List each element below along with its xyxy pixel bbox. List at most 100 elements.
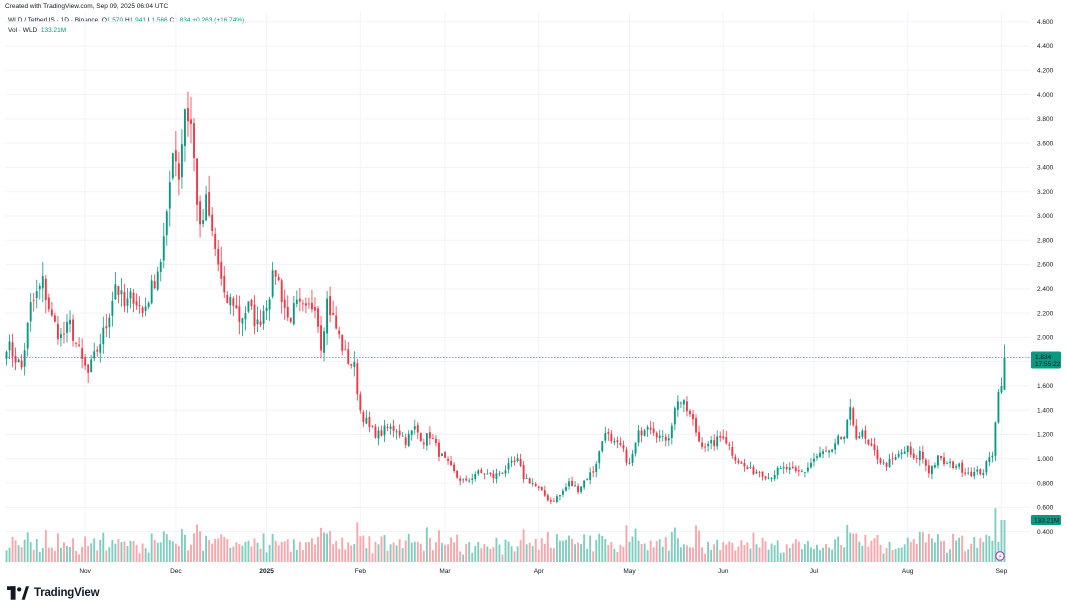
volume-bar (843, 547, 846, 562)
candle-body (743, 463, 746, 467)
candle-body (583, 480, 586, 488)
candle-body (710, 440, 713, 444)
volume-bar (734, 550, 737, 562)
volume-bar (78, 554, 81, 562)
volume-bar (743, 545, 746, 562)
candle-body (964, 472, 967, 474)
volume-bar (410, 542, 413, 562)
time-axis[interactable]: Nov Dec 2025 Feb Mar Apr May Jun Jul Aug Sep (79, 568, 1007, 575)
volume-bar (383, 535, 386, 562)
candle-body (1003, 357, 1006, 390)
candle-body (746, 467, 749, 470)
candle-body (631, 453, 634, 463)
candle-body (540, 487, 543, 491)
candle-body (190, 119, 192, 124)
volume-bar (395, 545, 398, 562)
time-tick-label: Apr (534, 568, 545, 575)
volume-bar (17, 545, 20, 562)
candle-body (96, 349, 99, 352)
time-tick-label: Nov (79, 568, 91, 575)
volume-bar (501, 554, 504, 562)
volume-bar (770, 543, 773, 562)
candle-body (307, 303, 310, 305)
time-tick-label: Jun (718, 568, 729, 575)
volume-bar (552, 548, 555, 562)
volume-bar (864, 534, 867, 562)
candle-body (900, 452, 903, 455)
volume-bar (259, 548, 262, 562)
volume-bar (380, 536, 383, 562)
volume-bar (810, 547, 812, 562)
candle-body (199, 201, 201, 225)
volume-bar (749, 548, 752, 562)
candle-body (840, 436, 843, 440)
candle-body (667, 438, 670, 441)
candle-body (979, 469, 982, 475)
volume-bar (66, 545, 68, 562)
volume-bar (250, 546, 253, 562)
candle-body (196, 158, 198, 205)
candle-body (413, 426, 416, 430)
candle-body (958, 463, 961, 467)
candle-body (994, 422, 997, 456)
volume-bar (562, 540, 564, 562)
volume-bar (664, 537, 667, 562)
candle-body (946, 463, 948, 465)
volume-bar (837, 536, 840, 562)
candle-body (374, 426, 377, 438)
candle-body (283, 299, 286, 308)
volume-bar (374, 541, 377, 562)
volume-bar (940, 541, 942, 562)
candle-body (534, 484, 537, 486)
volume-bar (834, 539, 837, 562)
volume-bar (368, 536, 371, 562)
volume-bar (483, 544, 486, 562)
price-axis[interactable]: 4.600 4.400 4.200 4.000 3.800 3.600 3.400 3.200… (1037, 19, 1054, 536)
volume-bar (870, 540, 873, 562)
candle-body (918, 451, 921, 461)
candle-body (661, 436, 664, 438)
volume-bar (344, 549, 347, 562)
last-price-value: 1.834 (1035, 354, 1052, 361)
volume-bar (286, 539, 289, 562)
volume-bar (637, 540, 640, 562)
candle-body (982, 473, 985, 475)
price-tick-label: 2.800 (1037, 237, 1054, 244)
volume-bar (722, 541, 725, 562)
volume-bar (528, 542, 531, 562)
candle-body (271, 270, 274, 297)
volume-bar (598, 533, 601, 562)
volume-bar (510, 546, 513, 562)
volume-bar (180, 529, 183, 562)
volume-bar (238, 544, 241, 562)
volume-bar (317, 536, 319, 562)
volume-bar (174, 543, 177, 562)
volume-bar (852, 533, 855, 562)
candle-body (701, 442, 704, 447)
candle-body (825, 450, 827, 452)
price-tick-label: 3.400 (1037, 165, 1054, 172)
candle-body (625, 449, 628, 463)
volume-bar (295, 549, 298, 562)
candle-body (250, 300, 253, 307)
volume-bar (53, 551, 56, 562)
volume-bar (14, 540, 17, 562)
candle-body (686, 401, 688, 412)
volume-bar (628, 541, 631, 562)
candle-body (416, 425, 419, 433)
price-tick-label: 2.000 (1037, 335, 1054, 342)
volume-bar (991, 540, 994, 562)
candle-body (791, 466, 794, 469)
candle-body (150, 280, 153, 304)
volume-bar (646, 550, 649, 562)
volume-bar (114, 543, 117, 562)
volume-bar (806, 541, 809, 562)
volume-bar (670, 532, 673, 562)
volume-bar (168, 540, 171, 562)
lightning-event-icon[interactable]: ⚡ (995, 551, 1005, 561)
volume-bar (217, 538, 220, 562)
candle-body (546, 495, 549, 501)
candle-body (56, 323, 59, 340)
last-price-tag-bg (1031, 351, 1061, 369)
